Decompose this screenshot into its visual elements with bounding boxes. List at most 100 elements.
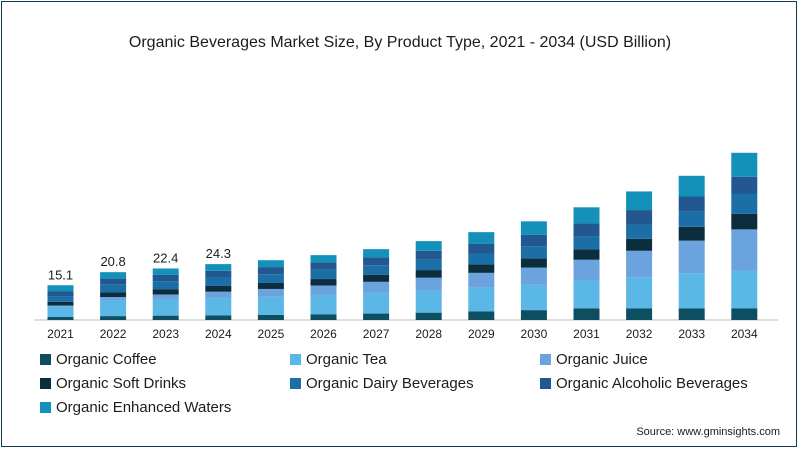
bar-2022-organic-alcoholic-beverages (100, 278, 127, 285)
bar-group (47, 152, 758, 320)
legend-swatch (290, 377, 301, 389)
bar-2029-organic-enhanced-waters (468, 232, 495, 244)
total-label-2021: 15.1 (48, 267, 73, 282)
bar-2022-organic-soft-drinks (100, 292, 127, 297)
legend-item-organic-tea: Organic Tea (290, 349, 387, 369)
bar-2022-organic-juice (100, 297, 127, 301)
bar-2030-organic-dairy-beverages (520, 246, 547, 259)
x-tick-2021: 2021 (47, 327, 74, 340)
bar-2023-organic-coffee (152, 315, 179, 320)
bar-2029-organic-dairy-beverages (468, 253, 495, 265)
bar-2021-organic-enhanced-waters (47, 285, 74, 292)
bar-2033-organic-soft-drinks (678, 226, 705, 241)
bar-2034-organic-tea (731, 270, 758, 309)
bar-2026-organic-alcoholic-beverages (310, 262, 337, 270)
legend: Organic Coffee Organic Tea Organic Juice Or… (40, 349, 780, 424)
bar-2021-organic-soft-drinks (47, 301, 74, 306)
x-tick-2026: 2026 (310, 327, 337, 340)
bar-2028-organic-alcoholic-beverages (415, 250, 442, 260)
x-tick-2030: 2030 (521, 327, 548, 340)
bar-2033-organic-juice (678, 240, 705, 274)
bar-2032-organic-soft-drinks (626, 238, 653, 251)
bar-2021-organic-juice (47, 305, 74, 307)
legend-swatch (40, 377, 51, 389)
total-label-2024: 24.3 (206, 246, 231, 261)
x-tick-2024: 2024 (205, 327, 232, 340)
plot-area: 15.120.8 22.4 24.3 2021 2022 2023 2024 2025 202… (34, 152, 778, 340)
x-tick-2034: 2034 (731, 327, 758, 340)
legend-swatch (290, 353, 301, 365)
bar-2025-organic-tea (257, 296, 284, 315)
bar-2033-organic-tea (678, 273, 705, 309)
legend-swatch (540, 377, 551, 389)
bar-2023-organic-alcoholic-beverages (152, 274, 179, 282)
bar-2024-organic-dairy-beverages (205, 277, 232, 286)
legend-label: Organic Alcoholic Beverages (556, 374, 748, 392)
bar-2030-organic-coffee (520, 310, 547, 320)
bar-2028-organic-coffee (415, 312, 442, 320)
bar-2030-organic-tea (520, 284, 547, 311)
bar-2026-organic-tea (310, 294, 337, 315)
source-note: Source: www.gminsights.com (636, 426, 780, 438)
bar-2030-organic-alcoholic-beverages (520, 234, 547, 247)
legend-item-organic-juice: Organic Juice (540, 349, 648, 369)
bar-2025-organic-alcoholic-beverages (257, 267, 284, 275)
bar-2025-organic-dairy-beverages (257, 274, 284, 283)
bar-2034-organic-soft-drinks (731, 213, 758, 230)
bar-2023-organic-tea (152, 299, 179, 316)
bar-2032-organic-alcoholic-beverages (626, 210, 653, 225)
bar-2030-organic-juice (520, 267, 547, 285)
legend-label: Organic Soft Drinks (56, 374, 187, 392)
legend-label: Organic Enhanced Waters (56, 398, 232, 416)
bar-2023-organic-enhanced-waters (152, 268, 179, 275)
bar-2031-organic-dairy-beverages (573, 236, 600, 250)
bar-2031-organic-alcoholic-beverages (573, 223, 600, 237)
bar-2026-organic-enhanced-waters (310, 255, 337, 263)
bar-2027-organic-enhanced-waters (363, 249, 390, 258)
bar-2021-organic-coffee (47, 317, 74, 320)
x-tick-2025: 2025 (258, 327, 285, 340)
bar-2033-organic-dairy-beverages (678, 211, 705, 227)
legend-label: Organic Dairy Beverages (306, 374, 474, 392)
bar-2029-organic-soft-drinks (468, 264, 495, 273)
x-tick-2031: 2031 (573, 327, 600, 340)
x-tick-2022: 2022 (100, 327, 127, 340)
bar-2022-organic-tea (100, 300, 127, 317)
bar-2032-organic-dairy-beverages (626, 224, 653, 239)
bar-2022-organic-coffee (100, 316, 127, 320)
bar-2023-organic-juice (152, 294, 179, 300)
bar-2021-organic-alcoholic-beverages (47, 291, 74, 297)
bar-2023-organic-dairy-beverages (152, 281, 179, 290)
bar-2024-organic-juice (205, 291, 232, 299)
bar-2033-organic-enhanced-waters (678, 175, 705, 197)
x-tick-2032: 2032 (626, 327, 653, 340)
bar-2030-organic-enhanced-waters (520, 221, 547, 235)
legend-item-organic-soft-drinks: Organic Soft Drinks (40, 373, 186, 393)
bar-2025-organic-juice (257, 288, 284, 297)
bar-2027-organic-soft-drinks (363, 274, 390, 282)
bar-2031-organic-juice (573, 259, 600, 281)
bar-2031-organic-coffee (573, 308, 600, 320)
bar-2025-organic-soft-drinks (257, 282, 284, 289)
bar-2034-organic-juice (731, 229, 758, 271)
legend-item-organic-dairy-beverages: Organic Dairy Beverages (290, 373, 474, 393)
bar-2033-organic-alcoholic-beverages (678, 196, 705, 212)
bar-2024-organic-tea (205, 298, 232, 316)
bar-2032-organic-coffee (626, 308, 653, 320)
bar-2028-organic-enhanced-waters (415, 241, 442, 251)
bar-2022-organic-enhanced-waters (100, 272, 127, 279)
bar-2027-organic-alcoholic-beverages (363, 257, 390, 266)
bar-2021-organic-dairy-beverages (47, 296, 74, 302)
bar-2031-organic-enhanced-waters (573, 207, 600, 224)
bar-2026-organic-soft-drinks (310, 279, 337, 286)
bar-2024-organic-coffee (205, 315, 232, 320)
bar-2023-organic-soft-drinks (152, 289, 179, 295)
bar-2028-organic-tea (415, 290, 442, 313)
bar-2022-organic-dairy-beverages (100, 284, 127, 293)
legend-item-organic-alcoholic-beverages: Organic Alcoholic Beverages (540, 373, 748, 393)
x-tick-2023: 2023 (152, 327, 179, 340)
bar-2027-organic-juice (363, 281, 390, 293)
bar-2028-organic-dairy-beverages (415, 259, 442, 271)
bar-2024-organic-enhanced-waters (205, 264, 232, 271)
